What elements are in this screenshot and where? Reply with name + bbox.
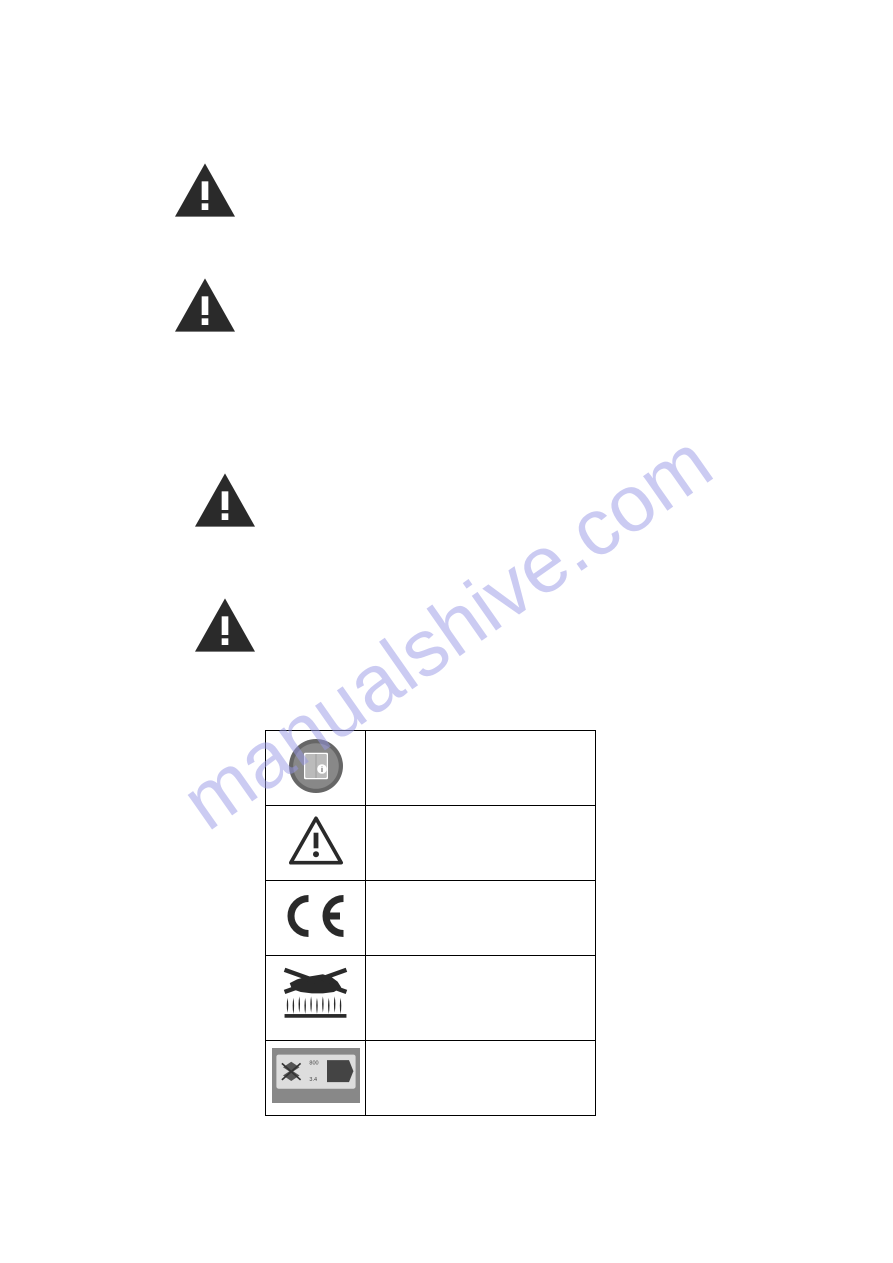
warning-triangle-icon [170,275,240,335]
icon-cell: i [266,731,366,806]
description-cell [366,1041,596,1116]
svg-text:800: 800 [309,1061,318,1067]
icon-cell [266,806,366,881]
description-cell [366,731,596,806]
table-row: i [266,731,596,806]
icon-cell: 800 3.4 [266,1041,366,1116]
table-row [266,806,596,881]
safety-symbols-table: i [265,730,596,1116]
ce-mark-icon [281,891,351,941]
warning-triangle-icon [190,470,260,530]
description-cell [366,806,596,881]
icon-cell [266,956,366,1041]
svg-text:i: i [321,765,323,774]
warning-outline-icon [286,813,346,868]
table-row [266,881,596,956]
no-hand-hot-icon [278,961,353,1031]
svg-text:3.4: 3.4 [309,1077,317,1083]
label-icon: 800 3.4 [272,1048,360,1103]
table-row [266,956,596,1041]
description-cell [366,881,596,956]
table-row: 800 3.4 [266,1041,596,1116]
manual-info-icon: i [286,736,346,796]
icon-cell [266,881,366,956]
description-cell [366,956,596,1041]
warning-triangle-icon [190,595,260,655]
page-content: i [0,0,893,160]
warning-triangle-icon [170,160,240,220]
